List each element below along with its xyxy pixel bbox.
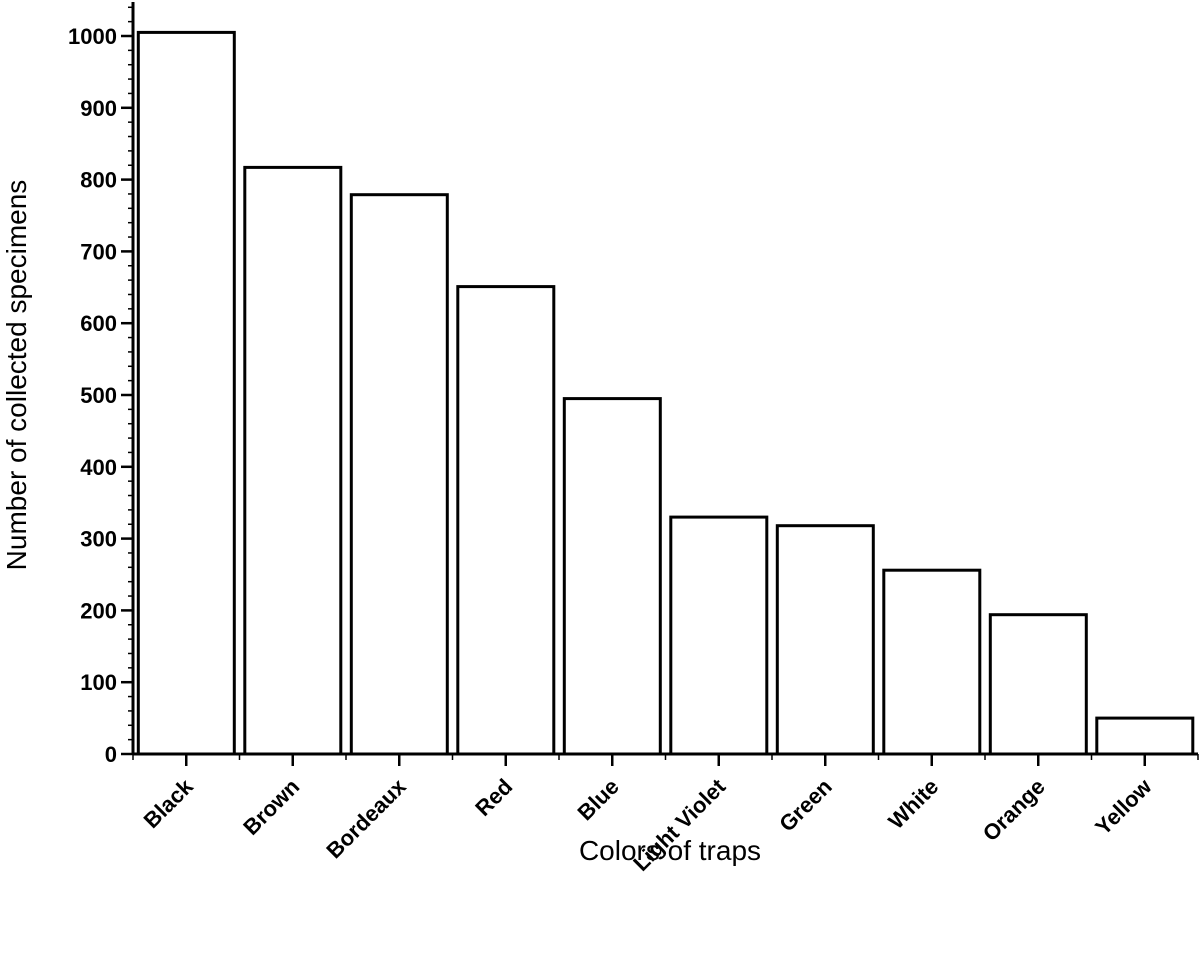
x-tick-label-green: Green (774, 774, 837, 837)
bar-brown (243, 165, 343, 756)
y-tick-label: 400 (80, 455, 117, 480)
x-axis-title: Colors of traps (579, 835, 761, 866)
y-tick-label: 700 (80, 239, 117, 264)
x-tick-label-white: White (883, 774, 943, 834)
bar-light-violet (669, 515, 769, 756)
bar-orange (988, 613, 1088, 756)
bar-bordeaux (349, 193, 449, 756)
y-tick-label: 800 (80, 168, 117, 193)
bar-green (775, 524, 875, 756)
x-tick-label-red: Red (470, 774, 517, 821)
x-tick-label-orange: Orange (978, 774, 1050, 846)
y-tick-label: 900 (80, 96, 117, 121)
x-tick-label-black: Black (139, 773, 199, 833)
y-tick-label: 200 (80, 598, 117, 623)
x-tick-label-bordeaux: Bordeaux (321, 773, 411, 863)
y-axis: 0 100 200 300 400 500 600 700 800 900 1000 (68, 2, 135, 767)
y-tick-label: 300 (80, 527, 117, 552)
x-tick-label-blue: Blue (572, 774, 623, 825)
bar-yellow (1095, 716, 1195, 756)
y-tick-label: 1000 (68, 24, 117, 49)
bar-red (456, 285, 556, 756)
y-tick-label: 100 (80, 670, 117, 695)
bar-white (882, 568, 982, 756)
bar-black (136, 30, 236, 756)
x-tick-label-brown: Brown (238, 774, 304, 840)
x-tick-label-yellow: Yellow (1090, 773, 1157, 840)
bar-blue (562, 397, 662, 756)
bars-group (136, 30, 1195, 756)
y-tick-label: 500 (80, 383, 117, 408)
y-tick-label: 600 (80, 311, 117, 336)
y-axis-title: Number of collected specimens (1, 180, 32, 571)
y-tick-label: 0 (105, 742, 117, 767)
